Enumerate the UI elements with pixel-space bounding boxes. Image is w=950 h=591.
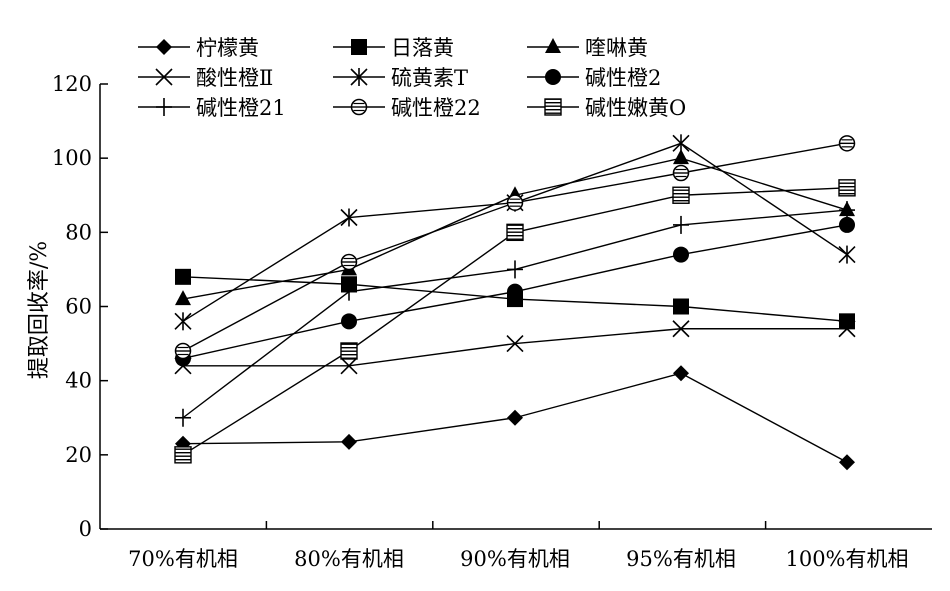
data-point-marker bbox=[672, 186, 690, 204]
legend-item: 碱性橙22 bbox=[333, 96, 481, 120]
data-point-marker bbox=[351, 39, 367, 55]
data-point-marker bbox=[545, 38, 561, 53]
data-point-marker bbox=[838, 179, 856, 197]
x-category-label: 90%有机相 bbox=[460, 547, 570, 571]
y-tick-label: 40 bbox=[65, 369, 92, 393]
data-point-marker bbox=[174, 342, 192, 360]
data-point-marker bbox=[341, 282, 357, 301]
data-point-marker bbox=[156, 98, 172, 116]
data-point-marker bbox=[673, 149, 689, 165]
data-point-marker bbox=[507, 409, 523, 426]
data-point-marker bbox=[506, 194, 524, 211]
series-line bbox=[182, 142, 848, 352]
legend-label: 日落黄 bbox=[391, 36, 454, 60]
data-point-marker bbox=[507, 260, 523, 279]
legend-label: 碱性嫩黄O bbox=[585, 96, 686, 120]
y-tick-label: 60 bbox=[65, 295, 92, 319]
legend-label: 硫黄素T bbox=[391, 66, 468, 90]
data-point-marker bbox=[673, 298, 689, 315]
y-tick-label: 20 bbox=[65, 443, 92, 467]
x-category-label: 80%有机相 bbox=[294, 547, 404, 571]
data-point-marker bbox=[838, 245, 856, 264]
data-point-marker bbox=[341, 433, 357, 450]
legend-item: 喹啉黄 bbox=[527, 36, 648, 60]
y-axis-label: 提取回收率/% bbox=[27, 241, 52, 379]
data-point-marker bbox=[155, 68, 173, 86]
legend-label: 柠檬黄 bbox=[196, 36, 259, 60]
legend-item: 柠檬黄 bbox=[138, 36, 259, 60]
series-markers bbox=[174, 134, 856, 471]
legend-label: 碱性橙21 bbox=[196, 96, 286, 120]
data-point-marker bbox=[174, 446, 192, 464]
y-tick-label: 120 bbox=[52, 72, 92, 96]
y-tick-label: 0 bbox=[79, 517, 92, 541]
data-point-marker bbox=[672, 320, 690, 338]
data-point-marker bbox=[175, 268, 191, 285]
data-point-marker bbox=[838, 135, 856, 152]
data-point-marker bbox=[506, 223, 524, 242]
data-point-marker bbox=[839, 313, 855, 330]
legend-item: 硫黄素T bbox=[333, 66, 468, 90]
data-point-marker bbox=[174, 312, 192, 331]
axes: 0 20 40 60 80 100 120 70%有机相 80%有机相 90%有机相 95%有机相 1… bbox=[52, 72, 932, 571]
data-point-marker bbox=[673, 365, 689, 382]
data-point-marker bbox=[506, 335, 524, 353]
x-category-label: 100%有机相 bbox=[785, 547, 908, 571]
series-line bbox=[183, 328, 847, 367]
data-point-marker bbox=[838, 320, 856, 338]
data-point-marker bbox=[340, 342, 358, 360]
data-point-marker bbox=[340, 208, 358, 227]
legend-label: 喹啉黄 bbox=[585, 36, 648, 60]
data-point-marker bbox=[544, 98, 562, 116]
data-point-marker bbox=[340, 253, 358, 271]
x-category-label: 70%有机相 bbox=[128, 547, 238, 571]
data-point-marker bbox=[175, 290, 191, 306]
data-point-marker bbox=[673, 246, 689, 263]
data-point-marker bbox=[340, 357, 358, 375]
data-point-marker bbox=[350, 68, 368, 86]
y-tick-label: 100 bbox=[52, 146, 92, 170]
legend-item: 酸性橙Ⅱ bbox=[138, 66, 273, 90]
data-point-marker bbox=[545, 69, 561, 85]
data-point-marker bbox=[672, 164, 690, 182]
data-point-marker bbox=[839, 201, 855, 220]
y-tick-label: 80 bbox=[65, 220, 92, 244]
legend-item: 日落黄 bbox=[333, 36, 454, 60]
data-point-marker bbox=[350, 98, 368, 116]
data-point-marker bbox=[156, 39, 172, 55]
legend-label: 碱性橙2 bbox=[585, 66, 661, 90]
data-point-marker bbox=[507, 283, 523, 300]
series-line bbox=[182, 209, 848, 419]
data-point-marker bbox=[673, 215, 689, 234]
legend-item: 碱性嫩黄O bbox=[527, 96, 686, 120]
legend-item: 碱性橙21 bbox=[138, 96, 286, 120]
x-category-label: 95%有机相 bbox=[626, 547, 736, 571]
data-point-marker bbox=[839, 454, 855, 471]
data-point-marker bbox=[672, 134, 690, 153]
data-point-marker bbox=[341, 313, 357, 330]
legend-item: 碱性橙2 bbox=[527, 66, 661, 90]
legend-label: 酸性橙Ⅱ bbox=[196, 66, 273, 90]
legend-label: 碱性橙22 bbox=[391, 96, 481, 120]
data-point-marker bbox=[175, 408, 191, 427]
data-point-marker bbox=[839, 216, 855, 233]
